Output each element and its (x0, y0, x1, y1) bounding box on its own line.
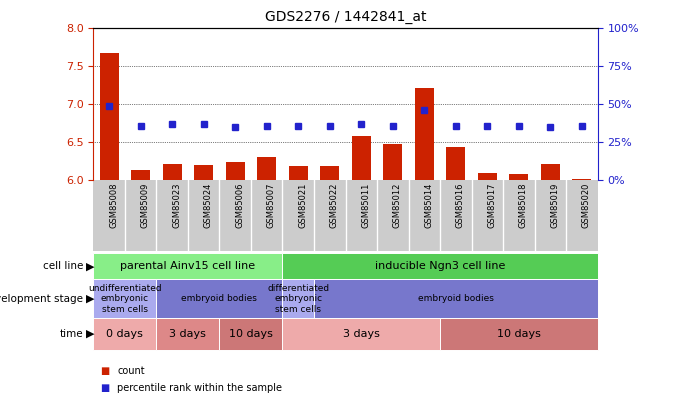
Bar (415, 87, 434, 180)
Text: ▶: ▶ (86, 294, 95, 304)
Bar (541, 164, 560, 180)
Text: ■: ■ (100, 383, 109, 393)
Text: GSM85009: GSM85009 (140, 182, 149, 228)
Bar (572, 179, 591, 180)
Bar (226, 162, 245, 180)
Text: cell line: cell line (43, 261, 83, 271)
Bar (446, 147, 465, 180)
Text: time: time (59, 329, 83, 339)
Text: GSM85016: GSM85016 (456, 182, 465, 228)
Bar (509, 174, 529, 180)
Text: GSM85017: GSM85017 (487, 182, 496, 228)
Text: undifferentiated
embryonic
stem cells: undifferentiated embryonic stem cells (88, 284, 162, 313)
Text: parental Ainv15 cell line: parental Ainv15 cell line (120, 261, 256, 271)
Text: embryoid bodies: embryoid bodies (418, 294, 494, 303)
Bar (320, 166, 339, 180)
Text: 10 days: 10 days (497, 329, 541, 339)
Text: differentiated
embryonic
stem cells: differentiated embryonic stem cells (267, 284, 330, 313)
Text: GSM85007: GSM85007 (267, 182, 276, 228)
Text: inducible Ngn3 cell line: inducible Ngn3 cell line (375, 261, 505, 271)
Text: ▶: ▶ (86, 329, 95, 339)
Text: GSM85024: GSM85024 (204, 182, 213, 228)
Text: development stage: development stage (0, 294, 83, 304)
Bar (478, 173, 497, 180)
Text: 10 days: 10 days (229, 329, 273, 339)
Bar (384, 144, 402, 180)
Text: ■: ■ (100, 366, 109, 375)
Text: embryoid bodies: embryoid bodies (182, 294, 257, 303)
Text: GSM85014: GSM85014 (424, 182, 433, 228)
Text: GSM85022: GSM85022 (330, 182, 339, 228)
Text: GSM85011: GSM85011 (361, 182, 370, 228)
Text: GSM85018: GSM85018 (519, 182, 528, 228)
Text: GDS2276 / 1442841_at: GDS2276 / 1442841_at (265, 10, 426, 24)
Text: 0 days: 0 days (106, 329, 143, 339)
Text: GSM85012: GSM85012 (392, 182, 401, 228)
Text: ▶: ▶ (86, 261, 95, 271)
Text: GSM85021: GSM85021 (299, 182, 307, 228)
Bar (194, 165, 213, 180)
Bar (100, 53, 119, 180)
Text: 3 days: 3 days (169, 329, 207, 339)
Text: GSM85020: GSM85020 (582, 182, 591, 228)
Bar (257, 158, 276, 180)
Text: percentile rank within the sample: percentile rank within the sample (117, 383, 283, 393)
Text: GSM85006: GSM85006 (235, 182, 244, 228)
Bar (352, 136, 370, 180)
Bar (162, 164, 182, 180)
Text: GSM85008: GSM85008 (109, 182, 118, 228)
Text: GSM85023: GSM85023 (172, 182, 181, 228)
Bar (131, 171, 150, 180)
Bar (289, 166, 307, 180)
Text: GSM85019: GSM85019 (551, 182, 560, 228)
Text: 3 days: 3 days (343, 329, 379, 339)
Text: count: count (117, 366, 145, 375)
